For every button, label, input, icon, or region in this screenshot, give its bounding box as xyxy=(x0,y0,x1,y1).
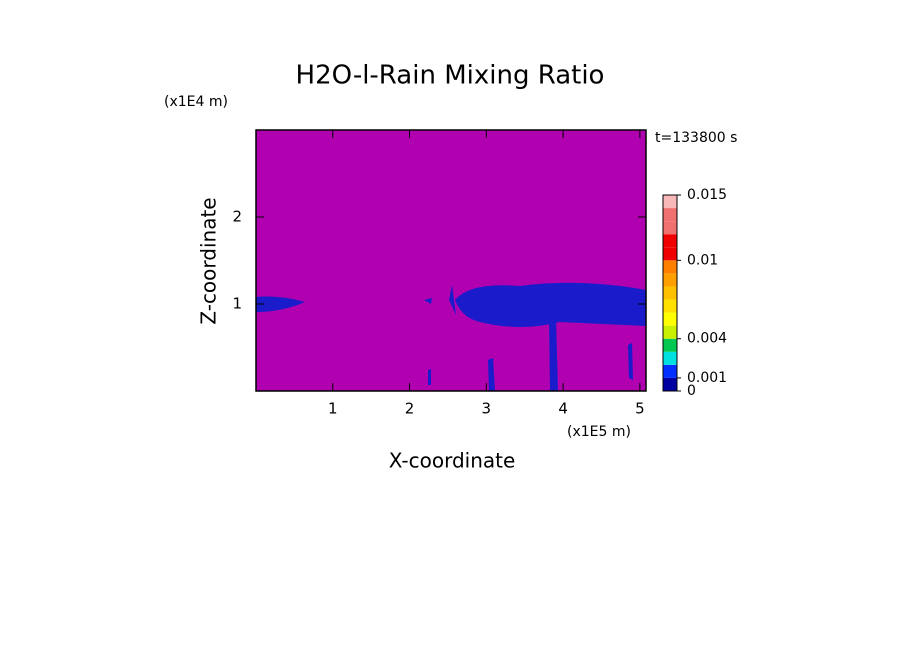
colorbar-segment xyxy=(663,299,677,313)
colorbar-segment xyxy=(663,195,677,209)
colorbar-segment xyxy=(663,208,677,222)
patch xyxy=(628,343,633,380)
patch xyxy=(449,285,456,315)
colorbar-segment xyxy=(663,247,677,261)
contour-field xyxy=(256,130,646,391)
chart-title: H2O-l-Rain Mixing Ratio xyxy=(296,61,605,91)
rain-patches xyxy=(256,282,646,391)
patch xyxy=(424,298,432,304)
plot-frame xyxy=(255,129,647,392)
time-annotation: t=133800 s xyxy=(655,130,737,146)
y-axis-label: Z-coordinate xyxy=(197,197,221,324)
x-tick-label: 4 xyxy=(558,400,568,418)
y-unit: (x1E4 m) xyxy=(164,94,228,110)
colorbar-segment xyxy=(663,273,677,287)
x-tick-label: 1 xyxy=(328,400,338,418)
patch xyxy=(428,369,431,385)
x-unit: (x1E5 m) xyxy=(567,424,631,440)
x-tick-label: 5 xyxy=(635,400,645,418)
colorbar-tick-label: 0.01 xyxy=(687,252,718,268)
colorbar-tick-label: 0.001 xyxy=(687,370,727,386)
patch xyxy=(256,296,305,312)
colorbar-tick-label: 0.015 xyxy=(687,187,727,203)
colorbar-segment xyxy=(663,338,677,352)
colorbar-segment xyxy=(663,286,677,300)
y-tick-label: 2 xyxy=(232,208,242,226)
x-tick-label: 2 xyxy=(405,400,415,418)
colorbar-segment xyxy=(663,260,677,274)
colorbar-tick-label: 0 xyxy=(687,383,696,399)
colorbar-segment xyxy=(663,364,677,378)
colorbar-frame xyxy=(662,194,678,392)
patch xyxy=(488,358,495,391)
colorbar-tick-label: 0.004 xyxy=(687,331,727,347)
colorbar-segment xyxy=(663,377,677,391)
colorbar-segment xyxy=(663,312,677,326)
patch xyxy=(455,282,646,327)
x-tick-label: 3 xyxy=(482,400,492,418)
colorbar-segment xyxy=(663,325,677,339)
x-axis-label: X-coordinate xyxy=(389,449,516,473)
y-tick-label: 1 xyxy=(232,295,242,313)
colorbar-segment xyxy=(663,234,677,248)
colorbar-segment xyxy=(663,351,677,365)
colorbar-segment xyxy=(663,221,677,235)
patch xyxy=(549,318,558,391)
